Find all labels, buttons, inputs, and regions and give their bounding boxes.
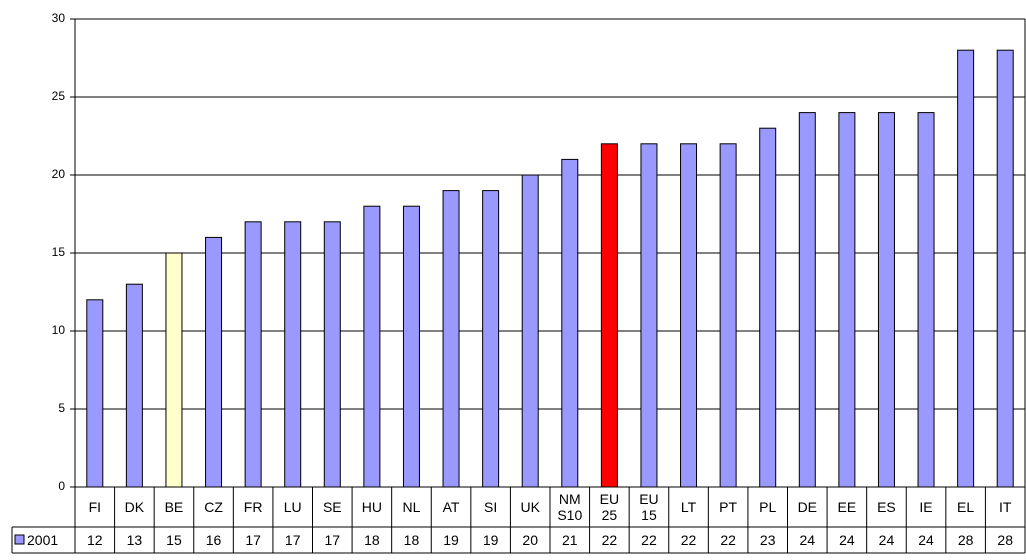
bar xyxy=(957,49,975,488)
data-table-value: 18 xyxy=(364,532,380,548)
data-table-value: 17 xyxy=(284,532,301,548)
category-label: FI xyxy=(88,499,102,515)
data-table-value: 28 xyxy=(997,532,1013,548)
data-table-value: 12 xyxy=(87,532,103,548)
bar xyxy=(680,143,698,488)
y-tick-label: 5 xyxy=(58,401,65,415)
y-tick-label: 30 xyxy=(52,11,66,25)
data-table-value: 22 xyxy=(720,532,736,548)
data-table-value: 22 xyxy=(641,532,657,548)
data-table-value: 19 xyxy=(443,532,459,548)
legend-label: 2001 xyxy=(27,532,59,548)
y-tick-label: 10 xyxy=(52,323,66,337)
bar xyxy=(244,221,262,488)
data-table-value: 20 xyxy=(522,532,538,548)
category-label: PL xyxy=(759,499,777,515)
category-label: LT xyxy=(680,499,697,515)
data-table-value: 13 xyxy=(126,532,143,548)
data-table-value: 24 xyxy=(918,532,934,548)
category-label: FR xyxy=(243,499,263,515)
legend-swatch xyxy=(14,534,25,545)
category-label: EE xyxy=(837,499,857,515)
data-table-value: 17 xyxy=(324,532,341,548)
y-tick-label: 0 xyxy=(58,479,65,493)
bar xyxy=(838,112,856,488)
category-label: DE xyxy=(797,499,818,515)
bar xyxy=(996,49,1014,488)
bar xyxy=(363,205,381,488)
data-table-value: 24 xyxy=(839,532,855,548)
bar xyxy=(205,236,223,488)
bar xyxy=(719,143,737,488)
category-label: PT xyxy=(719,499,738,515)
category-label: EU 15 xyxy=(639,491,659,523)
category-label: NM S10 xyxy=(557,491,583,523)
category-label: AT xyxy=(442,499,460,515)
bar xyxy=(798,112,816,488)
category-label: EL xyxy=(957,499,975,515)
y-tick-label: 20 xyxy=(52,167,66,181)
bar xyxy=(442,190,460,488)
data-table-value: 22 xyxy=(680,532,697,548)
category-label: BE xyxy=(164,499,184,515)
data-table-value: 24 xyxy=(799,532,816,548)
bar xyxy=(521,174,539,488)
data-table-value: 28 xyxy=(957,532,974,548)
bar xyxy=(482,190,500,488)
category-label: SI xyxy=(484,499,498,515)
category-label: DK xyxy=(124,499,145,515)
data-table-value: 19 xyxy=(482,532,499,548)
bar xyxy=(165,252,183,488)
category-label: NL xyxy=(402,499,421,515)
y-tick-label: 25 xyxy=(52,89,66,103)
category-label: EU 25 xyxy=(599,491,620,523)
bar xyxy=(86,299,104,488)
category-label: LU xyxy=(283,499,302,515)
data-table-value: 21 xyxy=(562,532,578,548)
category-label: CZ xyxy=(204,499,223,515)
bar xyxy=(561,158,579,488)
bar xyxy=(600,143,618,488)
category-label: UK xyxy=(520,499,540,515)
category-label: IE xyxy=(919,499,933,515)
bar xyxy=(284,221,302,488)
bar xyxy=(877,112,895,488)
category-label: SE xyxy=(322,499,342,515)
y-tick-label: 15 xyxy=(52,245,66,259)
bar xyxy=(640,143,658,488)
data-table-value: 24 xyxy=(878,532,895,548)
category-label: ES xyxy=(877,499,896,515)
data-table-value: 18 xyxy=(403,532,420,548)
category-label: IT xyxy=(998,499,1012,515)
data-table-value: 22 xyxy=(601,532,618,548)
bar xyxy=(125,283,143,488)
category-label: HU xyxy=(361,499,382,515)
bar xyxy=(917,112,935,488)
bar xyxy=(402,205,420,488)
data-table-value: 17 xyxy=(245,532,261,548)
bar xyxy=(759,127,777,488)
data-table-value: 15 xyxy=(166,532,182,548)
data-table-value: 16 xyxy=(205,532,222,548)
bar xyxy=(323,221,341,488)
data-table-value: 23 xyxy=(759,532,776,548)
